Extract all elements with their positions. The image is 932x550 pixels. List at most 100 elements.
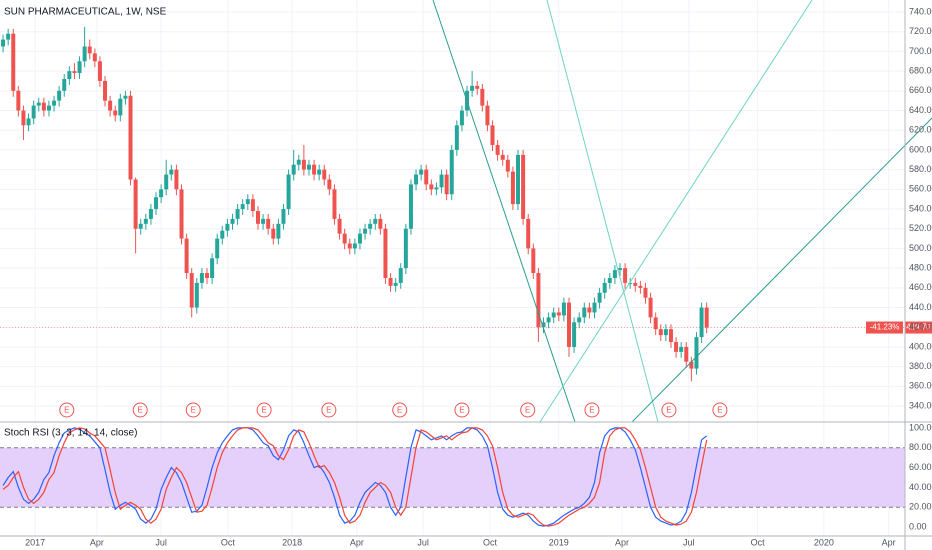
x-tick-label: Apr [615, 537, 629, 547]
earnings-marker [661, 402, 677, 418]
candle-body [11, 33, 16, 91]
candle-body [317, 169, 322, 175]
candle-body [439, 174, 444, 188]
candle-body [148, 209, 153, 219]
candle-body [103, 80, 108, 101]
candle-body [26, 118, 31, 126]
candle-body [403, 228, 408, 269]
candle-body [189, 273, 194, 308]
x-tick-label: Apr [882, 537, 896, 547]
candle-body [169, 169, 174, 175]
candle-body [587, 307, 592, 313]
candle-body [215, 238, 220, 259]
candle-body [490, 125, 495, 146]
x-tick-label: Oct [483, 537, 498, 547]
candle-body [551, 312, 556, 318]
candle-body [230, 218, 235, 224]
y-tick-label: 580.00 [909, 164, 932, 174]
candle-body [62, 79, 67, 91]
candle-body [454, 125, 459, 150]
candle-body [623, 268, 628, 283]
candle-body [470, 85, 475, 91]
earnings-marker [256, 402, 272, 418]
indicator-title: Stoch RSI (3, 3, 14, 14, close) [4, 428, 137, 439]
candle-body [398, 268, 403, 283]
earnings-label: E [525, 406, 530, 415]
earnings-label: E [138, 406, 143, 415]
x-tick-label: Oct [751, 537, 766, 547]
candle-body [429, 184, 434, 190]
candle-body [536, 273, 541, 328]
candle-body [607, 277, 612, 283]
candle-body [67, 71, 72, 80]
candle-body [694, 337, 699, 369]
candle-body [352, 243, 357, 249]
y-tick-label: 380.00 [909, 361, 932, 371]
earnings-label: E [717, 406, 722, 415]
candle-body [52, 100, 57, 106]
y-tick-label: 480.00 [909, 263, 932, 273]
y-tick-label: 400.00 [909, 341, 932, 351]
candle-body [250, 199, 255, 211]
candle-body [16, 90, 21, 111]
candle-body [245, 199, 250, 205]
trend-lines [432, 0, 932, 423]
candle-body [281, 209, 286, 224]
candle-body [123, 95, 128, 99]
stoch-line [2, 427, 708, 527]
y-tick-label: 60.00 [909, 462, 932, 472]
candle-body [597, 292, 602, 303]
candle-body [164, 174, 169, 190]
candle-body [128, 95, 133, 180]
y-tick-label: 640.00 [909, 105, 932, 115]
candle-body [689, 361, 694, 369]
marks [1, 26, 709, 527]
earnings-marker [454, 402, 470, 418]
candle-body [41, 102, 46, 111]
candle-body [276, 223, 281, 239]
candle-body [556, 312, 561, 316]
candle-body [633, 282, 638, 286]
x-tick-label: Jul [155, 537, 167, 547]
candle-body [118, 98, 123, 116]
y-tick-label: 80.00 [909, 442, 932, 452]
candle-body [408, 184, 413, 229]
candle-body [179, 189, 184, 239]
candle-body [363, 228, 368, 234]
candle-body [220, 230, 225, 239]
candle-body [505, 159, 510, 172]
candle-body [143, 218, 148, 224]
candle-body [475, 85, 480, 89]
y-tick-label: 340.00 [909, 400, 932, 410]
candle-body [72, 71, 77, 74]
candle-body [546, 317, 551, 323]
y-tick-label: 0.00 [909, 521, 927, 531]
candle-body [567, 302, 572, 347]
candle-body [521, 154, 526, 219]
y-tick-label: 440.00 [909, 302, 932, 312]
candle-body [679, 346, 684, 352]
candle-body [306, 164, 311, 170]
candle-body [205, 273, 210, 278]
candle-body [312, 164, 317, 175]
y-tick-label: 360.00 [909, 381, 932, 391]
candle-body [1, 39, 6, 47]
x-tick-label: Apr [350, 537, 364, 547]
candle-body [531, 248, 536, 274]
bands [0, 447, 905, 508]
y-tick-label: 500.00 [909, 243, 932, 253]
change-box [866, 321, 903, 334]
candle-body [495, 145, 500, 155]
candle-body [577, 317, 582, 323]
candle-body [6, 33, 11, 40]
x-tick-label: 2017 [25, 537, 45, 547]
candle-body [510, 171, 515, 205]
x-tick-label: Jul [417, 537, 429, 547]
candle-body [337, 218, 342, 234]
change-label: -41.23% [870, 323, 900, 332]
candle-body [31, 105, 36, 119]
candle-body [653, 317, 658, 330]
candle-body [271, 228, 276, 239]
candle-body [138, 223, 143, 229]
